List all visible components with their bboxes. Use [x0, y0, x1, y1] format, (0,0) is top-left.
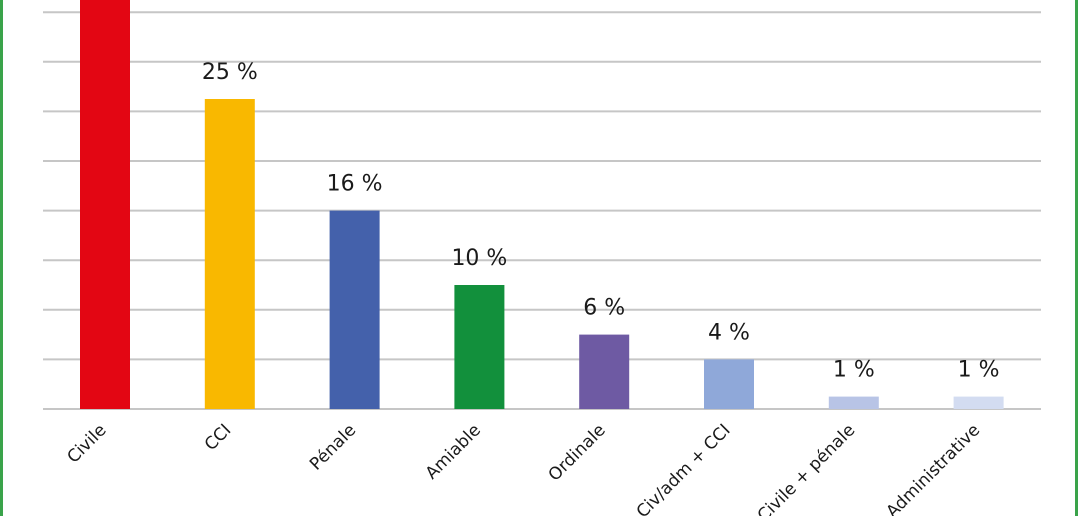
bar-6: [704, 359, 754, 409]
bar-8: [953, 396, 1004, 409]
bar-5: [579, 334, 630, 409]
category-label: Civile: [63, 420, 110, 467]
value-label: 6 %: [583, 296, 625, 321]
value-labels-group: 25 % 16 % 10 % 6 % 4 % 1 % 1 %: [202, 60, 1000, 383]
category-label: Ordinale: [545, 420, 610, 485]
gridlines: [43, 11, 1041, 410]
value-label: 16 %: [327, 172, 383, 197]
category-label: Civ/adm + CCI: [633, 420, 735, 516]
bars-group: [80, 0, 1004, 409]
value-label: 1 %: [958, 358, 1000, 383]
bar-4: [454, 285, 505, 409]
bar-2: [204, 99, 255, 409]
category-label: Administrative: [882, 420, 984, 516]
category-label: Amiable: [422, 420, 485, 483]
value-label: 4 %: [708, 320, 750, 345]
category-labels-group: Civile CCI Pénale Amiable Ordinale Civ/adm + …: [63, 420, 984, 516]
bar-7: [828, 396, 879, 409]
bar-3: [329, 210, 380, 409]
value-label: 25 %: [202, 60, 258, 85]
category-label: Civile + pénale: [754, 420, 860, 516]
category-label: CCI: [201, 420, 235, 454]
bar-1: [80, 0, 130, 409]
category-label: Pénale: [306, 420, 360, 474]
value-label: 1 %: [833, 358, 875, 383]
bar-chart: 25 % 16 % 10 % 6 % 4 % 1 % 1 % Civile CCI Pénale…: [43, 0, 1041, 516]
value-label: 10 %: [451, 246, 507, 271]
